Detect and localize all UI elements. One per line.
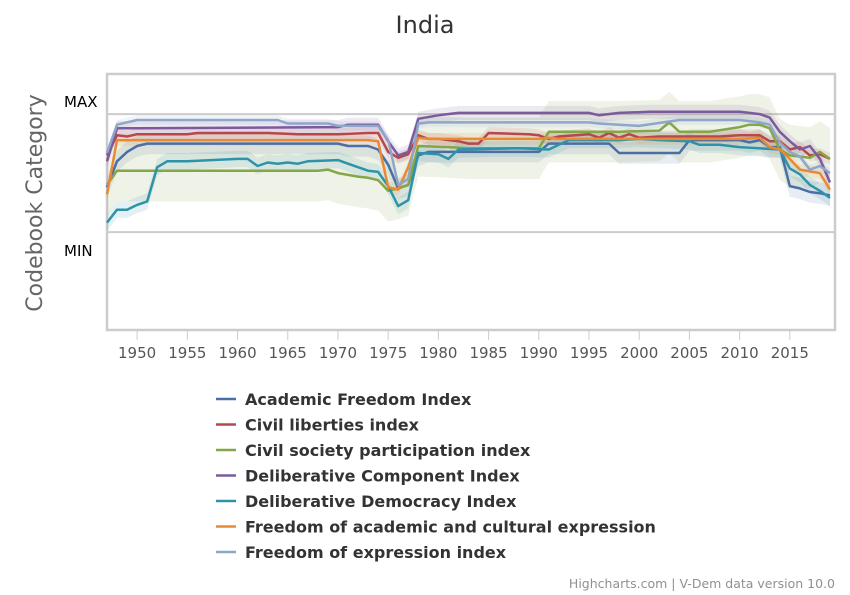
legend-label: Deliberative Democracy Index xyxy=(245,492,517,511)
x-tick-label: 1965 xyxy=(269,344,307,362)
y-tick-label: MIN xyxy=(64,242,93,260)
y-axis-label: Codebook Category xyxy=(23,94,48,311)
legend-label: Academic Freedom Index xyxy=(245,390,472,409)
x-tick-label: 2005 xyxy=(670,344,708,362)
plot-area xyxy=(105,72,837,332)
legend-item[interactable]: Freedom of expression index xyxy=(216,543,507,562)
credits[interactable]: Highcharts.com | V-Dem data version 10.0 xyxy=(569,576,835,591)
legend-item[interactable]: Academic Freedom Index xyxy=(216,390,472,409)
series-line-4[interactable] xyxy=(106,137,831,224)
x-tick-label: 1990 xyxy=(520,344,558,362)
legend-item[interactable]: Freedom of academic and cultural express… xyxy=(216,518,656,537)
x-tick-label: 1955 xyxy=(168,344,206,362)
y-axis-ticks: MAX MIN xyxy=(64,93,97,260)
legend-label: Civil liberties index xyxy=(245,416,420,435)
x-tick-label: 1975 xyxy=(369,344,407,362)
series-line-5[interactable] xyxy=(105,136,832,195)
plot-frame xyxy=(105,72,837,332)
x-tick-label: 2000 xyxy=(620,344,658,362)
x-tick-label: 2010 xyxy=(721,344,759,362)
x-tick-label: 2015 xyxy=(771,344,809,362)
x-tick-label: 1995 xyxy=(570,344,608,362)
legend-label: Civil society participation index xyxy=(245,441,531,460)
legend-label: Deliberative Component Index xyxy=(245,467,520,486)
chart-title: India xyxy=(396,11,455,39)
x-tick-label: 1970 xyxy=(319,344,357,362)
x-tick-label: 1960 xyxy=(218,344,256,362)
legend-label: Freedom of academic and cultural express… xyxy=(245,518,656,537)
legend-item[interactable]: Civil society participation index xyxy=(216,441,531,460)
legend-item[interactable]: Civil liberties index xyxy=(216,416,420,435)
x-tick-label: 1950 xyxy=(118,344,156,362)
y-tick-label: MAX xyxy=(64,93,97,111)
confidence-band-4 xyxy=(107,130,830,231)
series-line-1[interactable] xyxy=(105,131,831,161)
legend-item[interactable]: Deliberative Democracy Index xyxy=(216,492,517,511)
x-axis-ticks: 1950 1955 1960 1965 1970 1975 1980 1985 1990 1995… xyxy=(118,330,809,362)
confidence-band-0 xyxy=(107,129,830,207)
x-tick-label: 1985 xyxy=(469,344,507,362)
series-line-6[interactable] xyxy=(105,118,831,187)
legend-item[interactable]: Deliberative Component Index xyxy=(216,467,520,486)
legend-label: Freedom of expression index xyxy=(245,543,507,562)
x-tick-label: 1980 xyxy=(419,344,457,362)
series-lines xyxy=(105,110,832,224)
confidence-band-3 xyxy=(107,104,830,190)
legend: Academic Freedom Index Civil liberties in… xyxy=(216,390,656,562)
